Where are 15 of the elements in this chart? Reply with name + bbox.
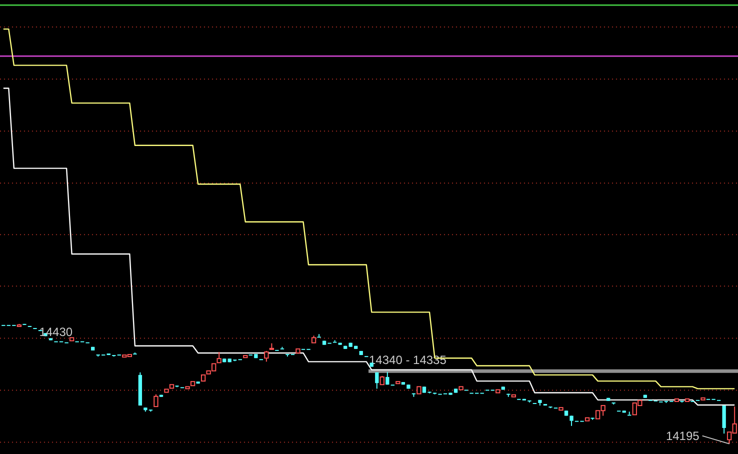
candlestick	[317, 334, 321, 338]
candlestick	[570, 415, 574, 426]
candlestick	[722, 405, 726, 434]
annotation: 14430	[39, 324, 73, 339]
candlestick	[386, 371, 390, 386]
candlestick	[264, 350, 269, 362]
candlestick	[216, 351, 222, 364]
candlestick	[280, 346, 284, 350]
candlestick	[133, 352, 137, 355]
annotation: 14195	[666, 428, 700, 443]
candlestick	[332, 340, 337, 343]
band-label: 14340 - 14335	[369, 352, 447, 367]
candlestick	[628, 411, 632, 416]
candlestick	[375, 372, 379, 390]
candlestick	[154, 394, 158, 408]
